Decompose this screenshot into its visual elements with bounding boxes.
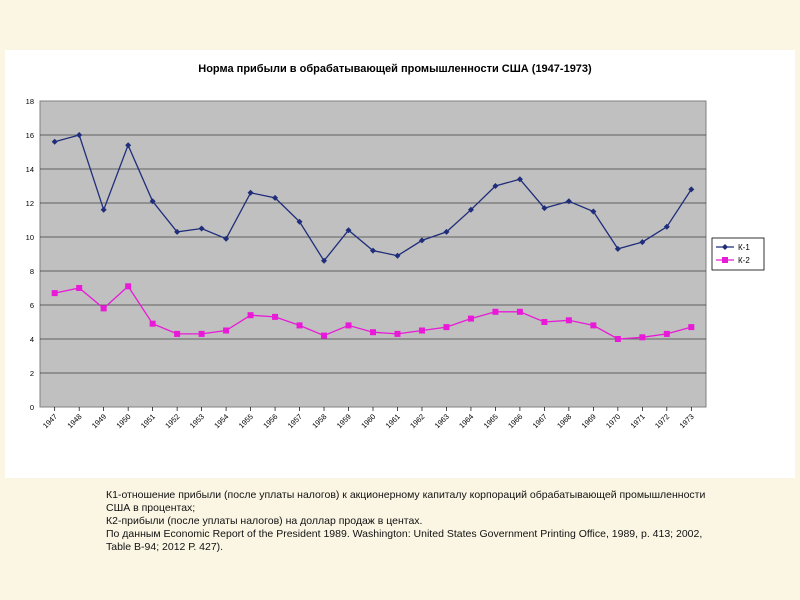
data-point: [639, 239, 646, 246]
data-point: [590, 208, 597, 215]
data-point: [51, 138, 58, 145]
data-point: [174, 228, 181, 235]
legend-box: [711, 237, 765, 271]
data-point: [688, 186, 695, 193]
data-point: [467, 206, 474, 213]
data-point: [296, 218, 303, 225]
data-point: [688, 324, 695, 331]
y-tick-label: 4: [30, 335, 34, 344]
data-point: [516, 308, 523, 315]
data-point: [614, 245, 621, 252]
data-point: [418, 327, 425, 334]
data-point: [443, 228, 450, 235]
data-point: [100, 305, 107, 312]
data-point: [321, 332, 328, 339]
data-point: [541, 319, 548, 325]
data-point: [247, 312, 254, 319]
y-tick-label: 18: [26, 97, 34, 106]
data-point: [370, 247, 376, 254]
data-point: [565, 317, 572, 324]
data-point: [492, 183, 499, 189]
data-point: [247, 189, 254, 196]
data-point: [198, 330, 205, 337]
data-point: [272, 313, 279, 320]
data-point: [345, 322, 352, 329]
data-point: [418, 237, 425, 244]
data-point: [76, 132, 83, 138]
data-point: [272, 194, 279, 201]
legend-marker: [722, 257, 728, 263]
data-point: [590, 322, 597, 329]
y-tick-label: 2: [30, 369, 34, 378]
y-tick-label: 10: [26, 233, 34, 242]
data-point: [345, 227, 352, 234]
caption-source: По данным Economic Report of the Preside…: [106, 528, 703, 553]
y-tick-label: 12: [26, 199, 34, 208]
y-tick-label: 16: [26, 131, 34, 140]
data-point: [370, 329, 376, 336]
legend-marker: [722, 244, 728, 250]
data-point: [541, 205, 548, 212]
data-point: [663, 330, 670, 337]
y-tick-label: 6: [30, 301, 34, 310]
data-point: [394, 330, 401, 337]
data-point: [663, 223, 670, 230]
data-point: [467, 315, 474, 322]
legend-label: К-1: [738, 243, 750, 252]
data-point: [223, 327, 230, 334]
data-point: [492, 308, 499, 315]
plot-area: [39, 100, 707, 408]
y-tick-label: 8: [30, 267, 34, 276]
series-2: [51, 283, 695, 342]
data-point: [174, 330, 181, 337]
data-point: [76, 285, 83, 291]
y-tick-label: 14: [26, 165, 34, 174]
caption-k1: К1-отношение прибыли (после уплаты налог…: [106, 489, 706, 514]
chart-title: Норма прибыли в обрабатывающей промышлен…: [198, 63, 592, 75]
data-point: [321, 257, 328, 264]
data-point: [614, 336, 621, 342]
data-point: [639, 334, 646, 341]
data-point: [296, 322, 303, 329]
grid-lines: [40, 134, 706, 374]
series-1: [51, 132, 695, 264]
series-layer: [51, 132, 695, 342]
data-point: [516, 176, 523, 183]
data-point: [443, 324, 450, 331]
data-point: [394, 252, 401, 259]
data-point: [149, 198, 156, 205]
data-point: [100, 206, 107, 213]
data-point: [51, 290, 58, 297]
legend: К-1К-2: [711, 237, 765, 271]
chart-caption: К1-отношение прибыли (после уплаты налог…: [106, 489, 706, 554]
y-tick-label: 0: [30, 403, 34, 412]
caption-k2: К2-прибыли (после уплаты налогов) на дол…: [106, 515, 423, 527]
data-point: [198, 225, 205, 232]
data-point: [149, 320, 156, 327]
legend-label: К-2: [738, 256, 750, 265]
data-point: [125, 142, 132, 149]
data-point: [565, 198, 572, 205]
data-point: [125, 283, 132, 290]
data-point: [223, 235, 230, 242]
